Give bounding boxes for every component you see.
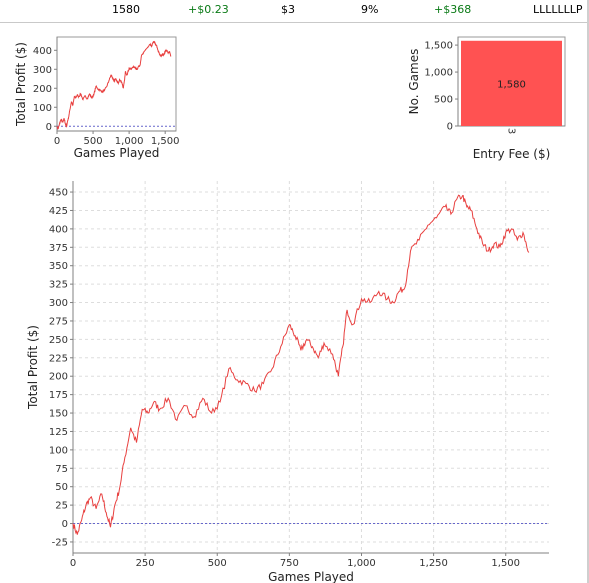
main-profit-y-tick-label: 450 — [49, 188, 68, 199]
main-profit-y-tick-label: 0 — [62, 519, 68, 530]
main-profit-x-tick-label: 500 — [208, 558, 227, 569]
entry-fee-histogram-y-axis-title: No. Games — [407, 49, 421, 115]
main-profit-y-tick-label: 375 — [49, 243, 68, 254]
entry-fee-histogram-x-axis-title: Entry Fee ($) — [473, 147, 551, 161]
entry-fee-histogram-y-tick-label: 1,500 — [424, 41, 453, 52]
entry-fee-histogram-bar — [461, 40, 562, 126]
average-profit: +$0.23 — [188, 3, 229, 16]
small-profit-y-tick-label: 200 — [33, 84, 52, 95]
entry-fee-histogram-y-tick-label: 500 — [434, 95, 453, 106]
main-profit-y-axis-title: Total Profit ($) — [26, 325, 40, 410]
roi-value: 9% — [361, 3, 379, 16]
main-profit-x-tick-label: 1,500 — [491, 558, 520, 569]
main-profit-y-tick-label: 100 — [49, 445, 68, 456]
main-profit-x-tick-label: 250 — [136, 558, 155, 569]
last-results: LLLLLLLP — [533, 3, 583, 16]
main-profit-y-tick-label: 175 — [49, 390, 68, 401]
small-profit-x-tick-label: 1,000 — [115, 136, 144, 147]
entry-fee-histogram-category-label: 3 — [506, 128, 517, 134]
main-profit-series-line — [72, 194, 530, 535]
main-profit-y-tick-label: 225 — [49, 353, 68, 364]
main-profit-x-tick-label: 1,250 — [419, 558, 448, 569]
entry-fee-histogram-y-tick-label: 0 — [447, 122, 453, 133]
main-profit-x-tick-label: 1,000 — [347, 558, 376, 569]
total-profit-value: +$368 — [434, 3, 472, 16]
small-profit-series-line — [56, 40, 172, 130]
main-profit-y-tick-label: 425 — [49, 206, 68, 217]
main-profit-y-tick-label: 75 — [55, 464, 68, 475]
main-profit-y-tick-label: 250 — [49, 335, 68, 346]
small-profit-y-tick-label: 300 — [33, 65, 52, 76]
games-count: 1580 — [112, 3, 140, 16]
main-profit-plot-area — [73, 181, 549, 553]
main-profit-x-tick-label: 750 — [280, 558, 299, 569]
main-profit-x-axis-title: Games Played — [268, 570, 354, 583]
main-profit-x-tick-label: 0 — [70, 558, 76, 569]
entry-fee-histogram-y-tick-label: 1,000 — [424, 68, 453, 79]
small-profit-x-tick-label: 0 — [54, 136, 60, 147]
small-profit-x-axis-title: Games Played — [74, 146, 160, 160]
small-profit-y-tick-label: 100 — [33, 103, 52, 114]
main-profit-y-tick-label: 275 — [49, 316, 68, 327]
small-profit-x-tick-label: 1,500 — [151, 136, 180, 147]
main-profit-y-tick-label: 25 — [55, 501, 68, 512]
main-profit-y-tick-label: 325 — [49, 280, 68, 291]
small-profit-x-tick-label: 500 — [84, 136, 103, 147]
main-profit-y-tick-label: 150 — [49, 409, 68, 420]
main-profit-y-tick-label: 125 — [49, 427, 68, 438]
main-profit-y-tick-label: 200 — [49, 372, 68, 383]
main-profit-y-tick-label: 300 — [49, 298, 68, 309]
small-profit-y-axis-title: Total Profit ($) — [14, 42, 28, 127]
main-profit-y-tick-label: 400 — [49, 224, 68, 235]
small-profit-y-tick-label: 0 — [46, 122, 52, 133]
average-stake: $3 — [281, 3, 295, 16]
main-profit-y-tick-label: 50 — [55, 482, 68, 493]
main-profit-y-tick-label: 350 — [49, 261, 68, 272]
small-profit-plot-area — [56, 36, 177, 132]
main-profit-y-tick-label: -25 — [52, 537, 68, 548]
entry-fee-histogram-bar-value-label: 1,580 — [497, 79, 526, 90]
panel-divider — [587, 0, 589, 583]
small-profit-y-tick-label: 400 — [33, 46, 52, 57]
